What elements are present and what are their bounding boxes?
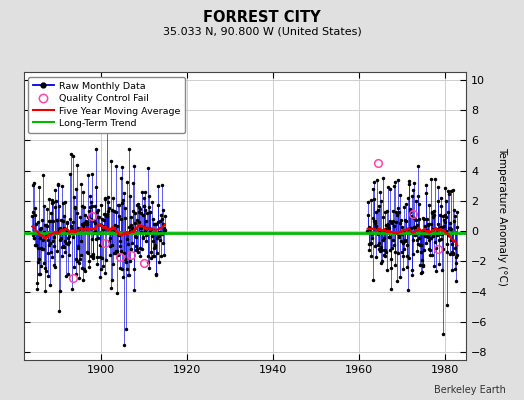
Legend: Raw Monthly Data, Quality Control Fail, Five Year Moving Average, Long-Term Tren: Raw Monthly Data, Quality Control Fail, … (28, 77, 184, 133)
Text: FORREST CITY: FORREST CITY (203, 10, 321, 25)
Y-axis label: Temperature Anomaly (°C): Temperature Anomaly (°C) (497, 146, 507, 286)
Text: 35.033 N, 90.800 W (United States): 35.033 N, 90.800 W (United States) (162, 26, 362, 36)
Text: Berkeley Earth: Berkeley Earth (434, 385, 506, 395)
